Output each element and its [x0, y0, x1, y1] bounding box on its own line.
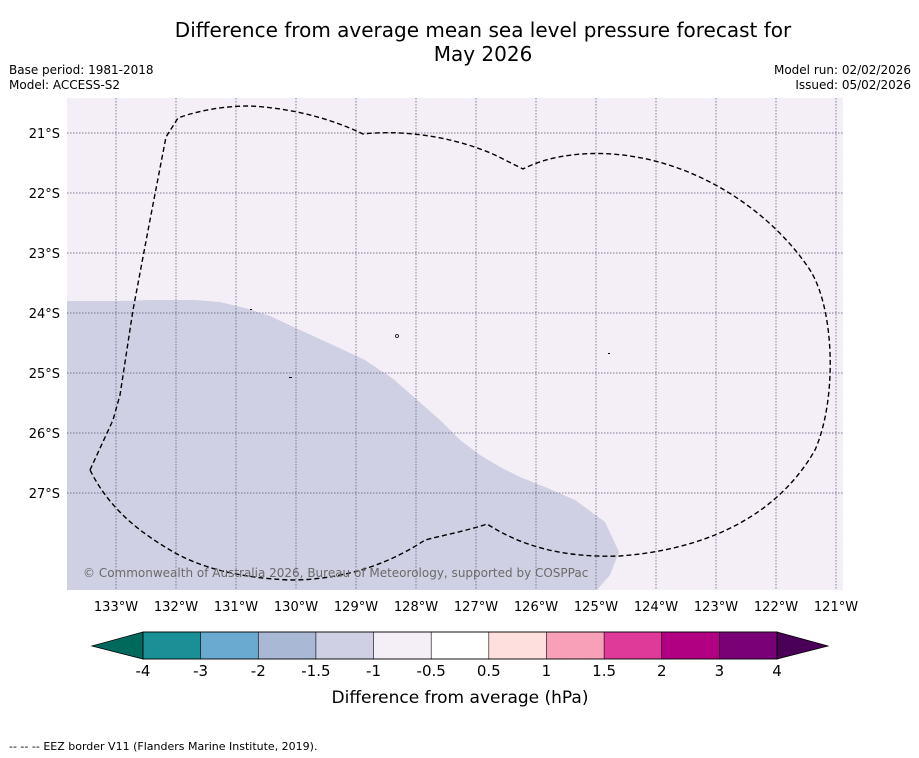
meta-left: Base period: 1981-2018 Model: ACCESS-S2	[9, 63, 154, 93]
anomaly-region	[67, 300, 619, 590]
lat-label-23: 23°S	[29, 247, 60, 262]
colorbar-segment	[603, 631, 663, 660]
footer: -- -- -- EEZ border V11 (Flanders Marine…	[9, 740, 317, 753]
lon-label-125: 125°W	[574, 600, 618, 615]
colorbar-over-arrow	[776, 631, 830, 660]
colorbar-segment	[661, 631, 721, 660]
colorbar-tick-label: -2	[251, 662, 266, 680]
lon-labels: 133°W 132°W 131°W 130°W 129°W 128°W 127°…	[94, 600, 858, 615]
model-run: Model run: 02/02/2026	[773, 63, 911, 77]
colorbar-outline	[142, 631, 778, 660]
colorbar-tick-label: -1	[366, 662, 381, 680]
colorbar-tick-label: 4	[772, 662, 782, 680]
islands	[250, 309, 610, 378]
colorbar-tick-label: 1	[542, 662, 552, 680]
lon-label-133: 133°W	[94, 600, 138, 615]
island-3	[289, 377, 292, 378]
lon-label-128: 128°W	[394, 600, 438, 615]
grid	[67, 98, 843, 590]
lon-label-126: 126°W	[514, 600, 558, 615]
lon-label-129: 129°W	[334, 600, 378, 615]
colorbar-segment	[546, 631, 605, 660]
lon-label-124: 124°W	[634, 600, 678, 615]
meta-right: Model run: 02/02/2026 Issued: 05/02/2026	[774, 63, 911, 93]
chart-title: Difference from average mean sea level p…	[0, 18, 919, 66]
lon-label-122: 122°W	[754, 600, 798, 615]
title-line-1: Difference from average mean sea level p…	[174, 18, 792, 42]
lon-label-121: 121°W	[814, 600, 858, 615]
colorbar-tick-label: 2	[657, 662, 667, 680]
lon-label-132: 132°W	[154, 600, 198, 615]
colorbar-segment	[719, 631, 778, 660]
eez-legend-text: EEZ border V11 (Flanders Marine Institut…	[43, 740, 318, 753]
lon-label-131: 131°W	[214, 600, 258, 615]
colorbar-segments	[142, 631, 778, 660]
island-2	[608, 353, 610, 354]
model-name: Model: ACCESS-S2	[9, 78, 121, 92]
colorbar-tick-label: 3	[715, 662, 725, 680]
copyright-text: © Commonwealth of Australia 2026, Bureau…	[83, 566, 588, 580]
issued-date: Issued: 05/02/2026	[795, 78, 911, 92]
lat-label-26: 26°S	[29, 427, 60, 442]
colorbar: -4 -3 -2 -1.5 -1 -0.5 0.5 1 1.5 2 3 4 Difference fr…	[90, 631, 830, 708]
island-1	[395, 334, 399, 338]
title-line-2: May 2026	[433, 42, 533, 66]
lon-label-123: 123°W	[694, 600, 738, 615]
lat-label-21: 21°S	[29, 127, 60, 142]
colorbar-segment	[142, 631, 202, 660]
colorbar-label: Difference from average (hPa)	[332, 688, 589, 708]
colorbar-segment	[430, 631, 490, 660]
lat-label-27: 27°S	[29, 487, 60, 502]
colorbar-segment	[257, 631, 317, 660]
lat-labels: 21°S 22°S 23°S 24°S 25°S 26°S 27°S	[29, 127, 60, 502]
lon-label-127: 127°W	[454, 600, 498, 615]
eez-border	[89, 105, 831, 581]
lat-label-25: 25°S	[29, 367, 60, 382]
colorbar-segment	[373, 631, 432, 660]
colorbar-tick-label: -3	[193, 662, 208, 680]
colorbar-tick-label: -0.5	[417, 662, 446, 680]
eez-legend-symbol: -- -- --	[9, 740, 40, 753]
colorbar-tick-label: -1.5	[301, 662, 330, 680]
base-period: Base period: 1981-2018	[9, 63, 154, 77]
colorbar-tick-label: 1.5	[592, 662, 616, 680]
colorbar-segment	[200, 631, 260, 660]
colorbar-tick-label: 0.5	[477, 662, 501, 680]
lat-label-22: 22°S	[29, 187, 60, 202]
colorbar-tick-label: -4	[136, 662, 151, 680]
colorbar-segment	[315, 631, 375, 660]
colorbar-under-arrow	[90, 631, 144, 660]
lat-label-24: 24°S	[29, 307, 60, 322]
lon-label-130: 130°W	[274, 600, 318, 615]
island-4	[250, 309, 252, 310]
colorbar-tick-labels: -4 -3 -2 -1.5 -1 -0.5 0.5 1 1.5 2 3 4	[136, 662, 782, 680]
colorbar-segment	[488, 631, 548, 660]
